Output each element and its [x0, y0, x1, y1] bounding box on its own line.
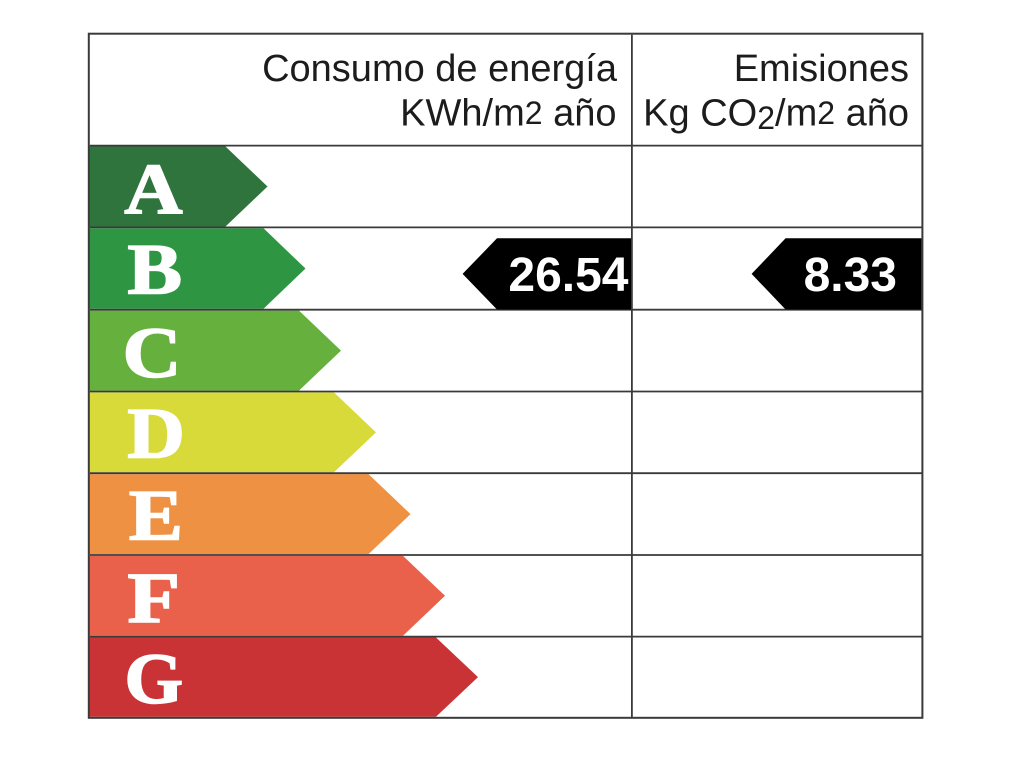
svg-text:C: C [123, 313, 182, 393]
svg-text:F: F [128, 558, 181, 638]
svg-text:G: G [124, 638, 183, 718]
svg-text:Consumo de energía: Consumo de energía [262, 48, 618, 90]
svg-text:D: D [127, 394, 184, 474]
svg-text:A: A [124, 150, 182, 230]
svg-text:Emisiones: Emisiones [734, 48, 909, 90]
svg-text:Kg CO2/m2 año: Kg CO2/m2 año [643, 92, 909, 136]
svg-text:KWh/m2 año: KWh/m2 año [400, 92, 616, 134]
svg-text:26.54: 26.54 [508, 249, 628, 302]
svg-text:8.33: 8.33 [804, 249, 897, 302]
svg-text:E: E [129, 476, 183, 556]
svg-text:B: B [128, 229, 183, 309]
